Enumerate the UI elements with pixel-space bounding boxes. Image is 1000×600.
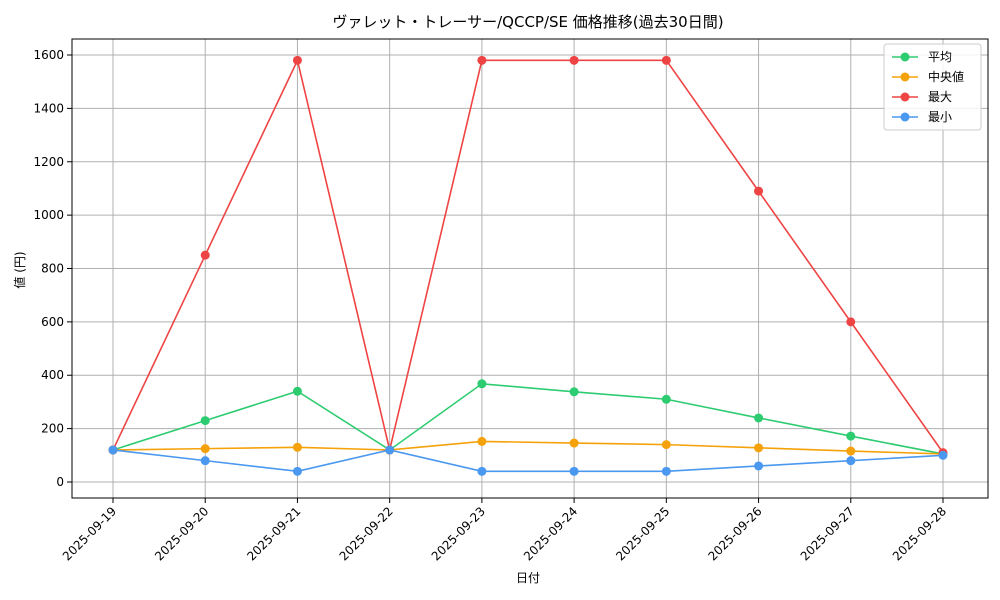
data-point [661,466,671,476]
legend-item: 中央値 [892,69,964,84]
x-tick-label: 2025-09-19 [60,504,119,563]
series-group [108,55,948,476]
data-point [477,436,487,446]
legend-label: 平均 [928,50,952,64]
y-tick-label: 800 [41,262,64,276]
x-tick-label: 2025-09-27 [798,504,857,563]
data-point [846,456,856,466]
data-point [477,466,487,476]
x-tick-label: 2025-09-23 [429,504,488,563]
data-point [569,466,579,476]
data-point [754,461,764,471]
y-tick-label: 600 [41,315,64,329]
data-point [108,445,118,455]
data-point [569,55,579,65]
data-point [754,413,764,423]
y-axis-label: 値 (円) [12,251,27,288]
data-point [292,466,302,476]
y-tick-label: 0 [56,475,64,489]
data-point [569,438,579,448]
x-tick-label: 2025-09-24 [521,504,580,563]
legend-marker [900,112,910,122]
y-tick-label: 1200 [33,155,64,169]
grid [72,39,988,498]
y-axis: 0 200 400 600 800 1000 1200 1400 1600 [33,48,72,489]
data-point [661,394,671,404]
series-line [112,449,944,473]
data-point [292,55,302,65]
data-point [938,450,948,460]
data-point [292,386,302,396]
data-point [200,456,210,466]
legend-box [883,43,982,131]
series-0 [108,379,948,459]
legend-marker [900,72,910,82]
series-1 [108,436,948,459]
series-2 [108,55,948,458]
legend-label: 中央値 [928,69,964,84]
data-point [661,440,671,450]
data-point [846,431,856,441]
y-tick-label: 400 [41,368,64,382]
data-point [661,55,671,65]
data-point [200,416,210,426]
y-tick-label: 200 [41,422,64,436]
x-axis: 2025-09-19 2025-09-20 2025-09-21 2025-09-22… [60,498,949,563]
y-tick-label: 1600 [33,48,64,62]
data-point [200,444,210,454]
legend-label: 最小 [928,110,952,124]
data-point [477,55,487,65]
data-point [754,186,764,196]
data-point [754,443,764,453]
x-tick-label: 2025-09-22 [337,504,396,563]
x-tick-label: 2025-09-28 [890,504,949,563]
data-point [846,317,856,327]
legend-marker [900,52,910,62]
data-point [477,379,487,389]
series-3 [108,445,948,476]
legend-label: 最大 [928,90,952,104]
series-line [112,440,944,455]
series-line [112,57,944,454]
x-tick-label: 2025-09-26 [705,504,764,563]
data-point [385,445,395,455]
data-point [569,387,579,397]
chart-title: ヴァレット・トレーサー/QCCP/SE 価格推移(過去30日間) [332,13,723,31]
data-point [200,250,210,260]
x-tick-label: 2025-09-20 [152,504,211,563]
y-tick-label: 1400 [33,101,64,115]
y-tick-label: 1000 [33,208,64,222]
data-point [846,446,856,456]
series-line [112,382,944,455]
data-point [292,442,302,452]
legend-marker [900,92,910,102]
x-tick-label: 2025-09-21 [244,504,303,563]
legend-item: 最小 [892,110,952,124]
x-axis-label: 日付 [516,571,540,585]
legend-item: 平均 [892,50,952,64]
legend-item: 最大 [892,90,952,104]
x-tick-label: 2025-09-25 [613,504,672,563]
